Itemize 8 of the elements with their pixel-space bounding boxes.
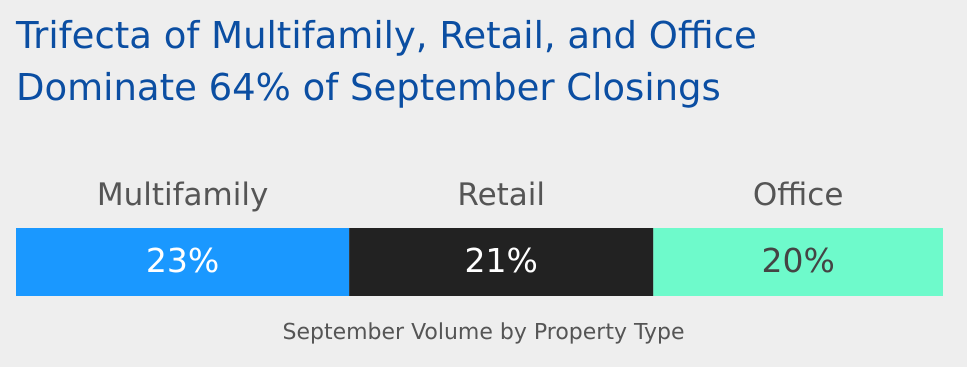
- data-label: 23%: [146, 241, 220, 280]
- text: September Volume by Property Type: [281, 320, 686, 345]
- chart-title: Trifecta of Multifamily, Retail, and Office Dominate 64% of September Closings: [15, 14, 757, 109]
- data-label: 20%: [761, 241, 835, 280]
- series-label: Office: [752, 177, 844, 213]
- series-label: Multifamily: [96, 177, 268, 213]
- data-label: 21%: [464, 241, 538, 280]
- series-label: Retail: [457, 177, 546, 213]
